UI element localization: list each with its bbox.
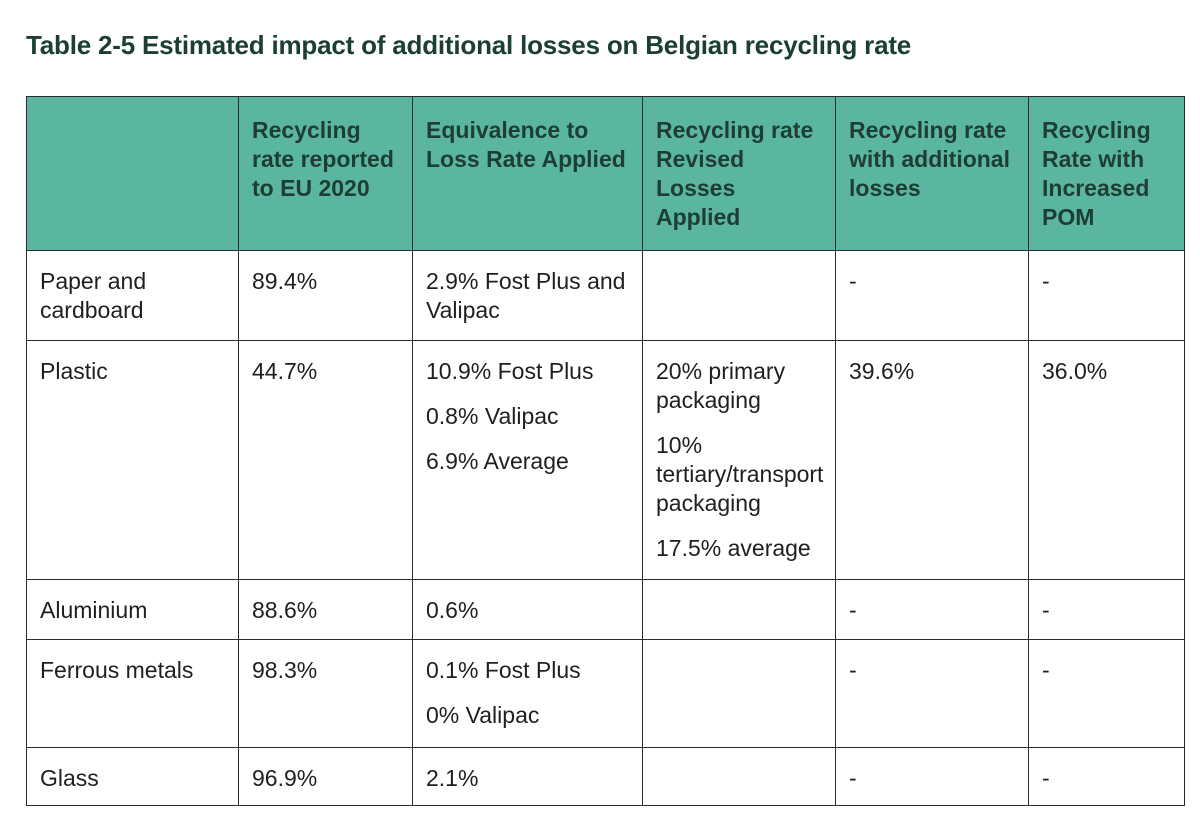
reported-cell: 88.6% <box>238 579 413 640</box>
reported-cell: 96.9% <box>238 747 413 806</box>
table-row: Ferrous metals 98.3% 0.1% Fost Plus 0% V… <box>26 639 1185 748</box>
equivalence-line: 0% Valipac <box>426 702 540 728</box>
revised-cell <box>642 639 836 748</box>
equivalence-line: 0.6% <box>426 597 479 623</box>
revised-cell <box>642 747 836 806</box>
revised-line: 10% tertiary/transport packaging <box>656 432 824 516</box>
reported-cell: 89.4% <box>238 250 413 341</box>
table-row: Glass 96.9% 2.1% - - <box>26 747 1185 806</box>
material-cell: Glass <box>26 747 239 806</box>
increased-cell: - <box>1028 250 1185 341</box>
material-cell: Paper and cardboard <box>26 250 239 341</box>
header-material <box>26 96 239 251</box>
revised-cell <box>642 250 836 341</box>
header-additional: Recycling rate with additional losses <box>835 96 1029 251</box>
header-revised: Recycling rate Revised Losses Applied <box>642 96 836 251</box>
increased-cell: - <box>1028 639 1185 748</box>
header-row: Recycling rate reported to EU 2020 Equiv… <box>26 96 1185 251</box>
material-cell: Aluminium <box>26 579 239 640</box>
header-equivalence: Equivalence to Loss Rate Applied <box>412 96 643 251</box>
increased-cell: - <box>1028 747 1185 806</box>
equivalence-line: 10.9% Fost Plus <box>426 358 594 384</box>
equivalence-line: 0.8% Valipac <box>426 403 559 429</box>
increased-cell: - <box>1028 579 1185 640</box>
table-row: Plastic 44.7% 10.9% Fost Plus 0.8% Valip… <box>26 340 1185 580</box>
equivalence-cell: 2.9% Fost Plus and Valipac <box>412 250 643 341</box>
table-row: Aluminium 88.6% 0.6% - - <box>26 579 1185 640</box>
equivalence-line: 2.9% Fost Plus and Valipac <box>426 268 626 323</box>
header-reported: Recycling rate reported to EU 2020 <box>238 96 413 251</box>
revised-line: 20% primary packaging <box>656 358 786 413</box>
equivalence-line: 2.1% <box>426 765 479 791</box>
reported-cell: 44.7% <box>238 340 413 580</box>
increased-cell: 36.0% <box>1028 340 1185 580</box>
additional-cell: - <box>835 250 1029 341</box>
additional-cell: - <box>835 747 1029 806</box>
equivalence-line: 6.9% Average <box>426 448 569 474</box>
material-cell: Ferrous metals <box>26 639 239 748</box>
equivalence-line: 0.1% Fost Plus <box>426 657 581 683</box>
equivalence-cell: 10.9% Fost Plus 0.8% Valipac 6.9% Averag… <box>412 340 643 580</box>
additional-cell: - <box>835 639 1029 748</box>
additional-cell: 39.6% <box>835 340 1029 580</box>
reported-cell: 98.3% <box>238 639 413 748</box>
revised-cell <box>642 579 836 640</box>
equivalence-cell: 0.6% <box>412 579 643 640</box>
additional-cell: - <box>835 579 1029 640</box>
header-increased: Recycling Rate with Increased POM <box>1028 96 1185 251</box>
revised-cell: 20% primary packaging 10% tertiary/trans… <box>642 340 836 580</box>
material-cell: Plastic <box>26 340 239 580</box>
revised-line: 17.5% average <box>656 535 811 561</box>
equivalence-cell: 0.1% Fost Plus 0% Valipac <box>412 639 643 748</box>
equivalence-cell: 2.1% <box>412 747 643 806</box>
table-row: Paper and cardboard 89.4% 2.9% Fost Plus… <box>26 250 1185 341</box>
table-title: Table 2-5 Estimated impact of additional… <box>26 30 912 60</box>
recycling-table: Recycling rate reported to EU 2020 Equiv… <box>26 96 1185 806</box>
